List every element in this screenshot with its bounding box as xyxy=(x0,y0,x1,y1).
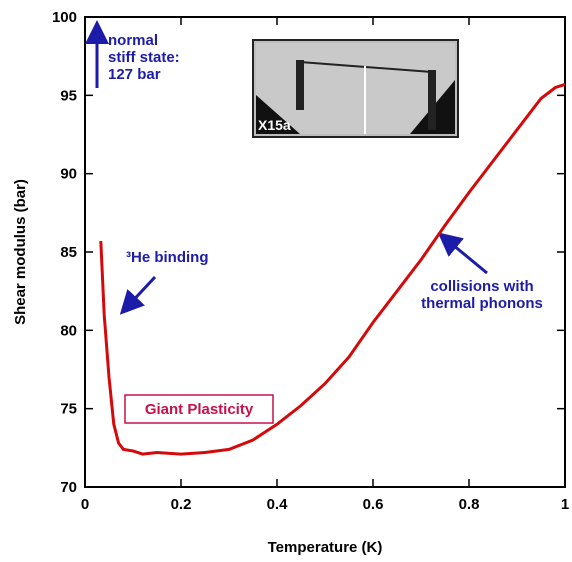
y-tick-label: 85 xyxy=(60,244,77,261)
y-tick-label: 100 xyxy=(52,9,77,26)
annotation: thermal phonons xyxy=(421,295,543,312)
plasticity-box xyxy=(124,394,274,424)
inset-label: X15a xyxy=(258,117,291,133)
y-tick-label: 70 xyxy=(60,479,77,496)
y-tick-label: 95 xyxy=(60,87,77,104)
y-tick-label: 80 xyxy=(60,322,77,339)
y-axis-label: Shear modulus (bar) xyxy=(12,179,29,325)
y-tick-label: 75 xyxy=(60,401,77,418)
x-axis-label: Temperature (K) xyxy=(268,539,383,556)
annotation: ³He binding xyxy=(126,249,209,266)
annotation: Giant Plasticity xyxy=(145,401,254,418)
x-tick-label: 0.4 xyxy=(267,496,289,513)
arrow xyxy=(437,232,488,275)
arrow xyxy=(119,275,157,315)
x-tick-label: 0.8 xyxy=(459,496,480,513)
x-tick-label: 0.2 xyxy=(171,496,192,513)
inset-image: X15a xyxy=(252,39,459,138)
annotation: collisions with xyxy=(430,278,533,295)
annotation: normal xyxy=(108,32,158,49)
x-tick-label: 1 xyxy=(561,496,569,513)
data-line xyxy=(99,82,566,456)
x-tick-label: 0 xyxy=(81,496,89,513)
x-tick-label: 0.6 xyxy=(363,496,384,513)
annotation: 127 bar xyxy=(108,66,161,83)
annotation: stiff state: xyxy=(108,49,180,66)
y-tick-label: 90 xyxy=(60,166,77,183)
